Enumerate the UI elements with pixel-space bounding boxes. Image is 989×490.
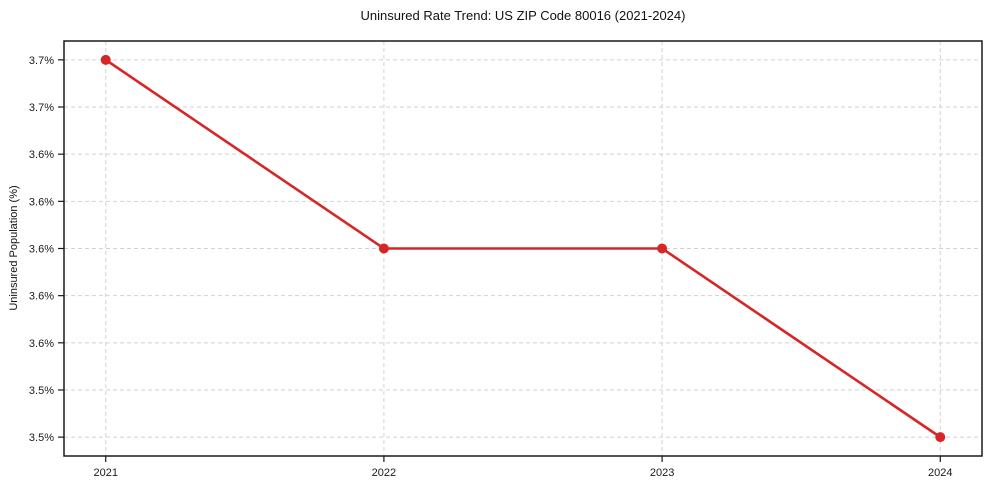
y-tick-label: 3.7% bbox=[29, 55, 54, 67]
x-tick-label: 2022 bbox=[372, 467, 396, 479]
y-tick-label: 3.5% bbox=[29, 385, 54, 397]
y-tick-label: 3.6% bbox=[29, 149, 54, 161]
y-tick-label: 3.5% bbox=[29, 432, 54, 444]
data-point bbox=[657, 243, 668, 254]
x-tick-label: 2023 bbox=[650, 467, 674, 479]
plot-border bbox=[63, 40, 983, 457]
data-point bbox=[935, 432, 946, 443]
x-tick-label: 2021 bbox=[93, 467, 117, 479]
data-point bbox=[100, 54, 111, 65]
y-tick-label: 3.6% bbox=[29, 196, 54, 208]
y-tick-label: 3.7% bbox=[29, 102, 54, 114]
data-point bbox=[378, 243, 389, 254]
y-tick-label: 3.6% bbox=[29, 338, 54, 350]
y-tick-label: 3.6% bbox=[29, 244, 54, 256]
trend-line bbox=[104, 58, 942, 439]
y-tick-label: 3.6% bbox=[29, 291, 54, 303]
x-tick-label: 2024 bbox=[928, 467, 952, 479]
chart-title: Uninsured Rate Trend: US ZIP Code 80016 … bbox=[360, 8, 686, 23]
